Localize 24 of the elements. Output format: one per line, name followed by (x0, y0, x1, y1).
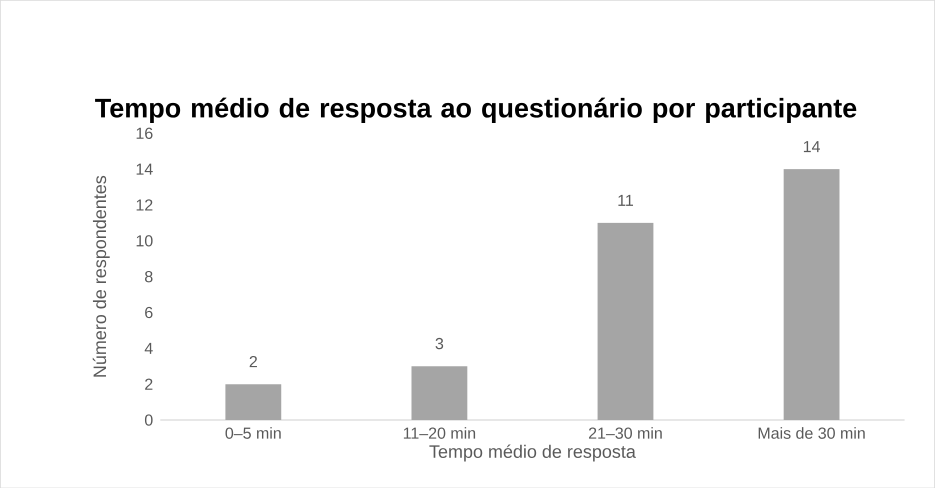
data-label: 3 (436, 338, 444, 350)
bar (411, 366, 468, 420)
bar (225, 384, 282, 420)
x-tick-label: Mais de 30 min (758, 426, 865, 439)
data-label: 14 (804, 140, 820, 152)
x-tick-label: 0–5 min (226, 426, 281, 439)
y-axis-title: Número de respondentes (92, 176, 110, 376)
chart-title: Tempo médio de resposta ao questionário por participante (95, 97, 856, 123)
data-label: 2 (250, 356, 257, 367)
y-tick-label: 2 (145, 378, 152, 390)
x-axis-title: Tempo médio de resposta (429, 444, 636, 462)
bar (598, 222, 654, 420)
y-tick-label: 14 (136, 163, 153, 174)
y-tick-label: 16 (136, 127, 152, 139)
x-tick-label: 21–30 min (588, 426, 662, 439)
bar (784, 168, 840, 420)
y-tick-label: 4 (144, 342, 153, 354)
y-tick-label: 0 (144, 414, 153, 426)
x-tick-label: 11–20 min (404, 426, 476, 439)
y-tick-label: 6 (145, 306, 153, 318)
y-tick-label: 10 (136, 234, 153, 246)
y-tick-label: 8 (145, 270, 153, 282)
data-label: 11 (618, 194, 634, 206)
y-tick-label: 12 (136, 199, 152, 210)
